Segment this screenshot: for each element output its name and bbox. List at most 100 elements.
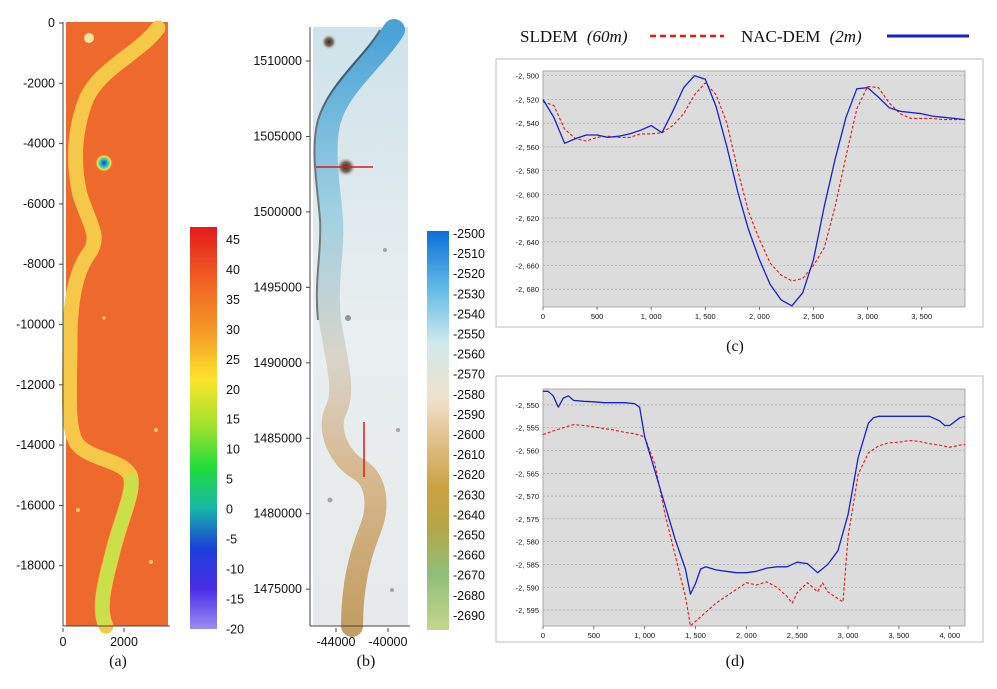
- chart-c-x-tick: 3, 500: [911, 312, 932, 321]
- chart-d-y-tick: -2, 585: [516, 560, 539, 569]
- chart-d-y-tick: -2, 565: [516, 469, 539, 478]
- panel-b-colorbar-tick: -2690: [453, 609, 485, 623]
- legend: SLDEM (60m) NAC-DEM (2m): [520, 27, 969, 46]
- panel-b-colorbar-tick: -2680: [453, 589, 485, 603]
- chart-c: -2, 500 -2, 520 -2, 540 -2, 560 -2, 580 -2, 6…: [516, 72, 966, 321]
- panel-a-colorbar-tick: -5: [226, 533, 237, 547]
- chart-c-x-tick: 0: [541, 312, 545, 321]
- chart-d-x-tick: 3, 500: [888, 631, 909, 640]
- legend-sldem-name: SLDEM: [520, 27, 578, 46]
- panel-a-crater: [95, 154, 113, 172]
- chart-d-x-tick: 500: [588, 631, 601, 640]
- panel-b-y-tick: 1505000: [253, 129, 302, 143]
- panel-b-colorbar-tick: -2580: [453, 388, 485, 402]
- panel-a-colorbar-tick: -20: [226, 622, 244, 636]
- chart-d-plot-area: [542, 388, 966, 627]
- panel-a-crater-small: [76, 508, 80, 512]
- chart-d-x-tick: 1, 000: [634, 631, 655, 640]
- chart-c-x-tick: 2, 000: [749, 312, 770, 321]
- panel-b-colorbar-tick: -2530: [453, 287, 485, 301]
- panel-a-y-tick: -18000: [16, 559, 55, 573]
- panel-a-crater-small: [149, 560, 153, 564]
- panel-b-y-tick: 1490000: [253, 356, 302, 370]
- panel-a-colorbar-tick: 40: [226, 263, 240, 277]
- chart-c-x-tick: 1, 000: [641, 312, 662, 321]
- panel-b-colorbar-tick: -2610: [453, 448, 485, 462]
- chart-d-y-tick: -2, 570: [516, 492, 539, 501]
- panel-b-crater-small: [327, 497, 333, 503]
- chart-c-x-tick: 2, 500: [803, 312, 824, 321]
- panel-a-y-tick: -14000: [16, 438, 55, 452]
- panel-b-colorbar: [427, 231, 449, 630]
- panel-a-y-ticks: 0 -2000 -4000 -6000 -8000 -10000 -12000 -14000 -…: [16, 16, 63, 573]
- chart-d-y-tick: -2, 580: [516, 538, 539, 547]
- panel-b-crater-small: [383, 248, 387, 252]
- chart-c-x-tick: 3, 000: [857, 312, 878, 321]
- chart-c-y-tick: -2, 500: [516, 72, 539, 81]
- panel-b-channel-rim: [313, 29, 381, 321]
- panel-b-caption: (b): [357, 653, 376, 670]
- panel-b-crater-small: [396, 428, 400, 432]
- chart-d-x-tick: 2, 000: [736, 631, 757, 640]
- panel-a-colorbar-ticks: 45 40 35 30 25 20 15 10 5 0 -5 -10 -15 -20: [226, 233, 244, 636]
- panel-a-x-ticks: 0 2000: [60, 628, 138, 649]
- chart-d-series-sldem: [542, 424, 966, 627]
- panel-a-colorbar-tick: 20: [226, 383, 240, 397]
- chart-d-y-tick: -2, 590: [516, 583, 539, 592]
- panel-b-colorbar-tick: -2570: [453, 368, 485, 382]
- chart-d-x-tick: 2, 500: [787, 631, 808, 640]
- chart-c-y-tick: -2, 680: [516, 285, 539, 294]
- panel-a-colorbar-tick: 45: [226, 233, 240, 247]
- panel-b-colorbar-tick: -2620: [453, 468, 485, 482]
- panel-a-crater-small: [102, 316, 106, 320]
- panel-b-colorbar-tick: -2520: [453, 267, 485, 281]
- chart-c-y-tick: -2, 520: [516, 95, 539, 104]
- panel-a-y-tick: -4000: [23, 137, 55, 151]
- panel-a-crater-small: [154, 428, 158, 432]
- panel-b-y-tick: 1475000: [253, 582, 302, 596]
- panel-b-crater-small: [390, 588, 394, 592]
- panel-b-colorbar-tick: -2510: [453, 247, 485, 261]
- chart-c-x-tick: 500: [591, 312, 604, 321]
- chart-d-x-tick: 0: [541, 631, 545, 640]
- legend-nac: NAC-DEM (2m): [741, 27, 862, 46]
- panel-a-colorbar-tick: 5: [226, 473, 233, 487]
- panel-b-channel: [315, 19, 405, 637]
- chart-c-caption: (c): [726, 338, 744, 355]
- panel-a-y-tick: -10000: [16, 318, 55, 332]
- panel-b-crater-small: [345, 315, 351, 321]
- panel-a-colorbar-tick: 15: [226, 413, 240, 427]
- chart-d-y-tick: -2, 550: [516, 401, 539, 410]
- legend-nac-res: (2m): [830, 27, 862, 46]
- chart-d-y-tick: -2, 575: [516, 515, 539, 524]
- chart-d-caption: (d): [726, 653, 745, 670]
- panel-a-colorbar-tick: 0: [226, 503, 233, 517]
- panel-b-colorbar-tick: -2600: [453, 428, 485, 442]
- chart-d-y-tick: -2, 560: [516, 447, 539, 456]
- legend-nac-name: NAC-DEM: [741, 27, 820, 46]
- panel-a-map: [61, 20, 170, 634]
- chart-c-x-tick: 1, 500: [695, 312, 716, 321]
- panel-b-x-tick: -44000: [317, 635, 356, 649]
- panel-a-colorbar-tick: 10: [226, 443, 240, 457]
- panel-b-y-tick: 1500000: [253, 205, 302, 219]
- panel-b-colorbar-ticks: -2500 -2510 -2520 -2530 -2540 -2550 -2560 -2570…: [453, 227, 485, 623]
- panel-b-colorbar-tick: -2540: [453, 307, 485, 321]
- legend-sldem: SLDEM (60m): [520, 27, 628, 46]
- chart-d-x-tick: 1, 500: [685, 631, 706, 640]
- chart-d: -2, 550 -2, 555 -2, 560 -2, 565 -2, 570 -2, 5…: [516, 390, 966, 640]
- chart-d-x-tick: 3, 000: [838, 631, 859, 640]
- panel-b-crater: [321, 34, 337, 50]
- panel-b-colorbar-tick: -2560: [453, 348, 485, 362]
- panel-a-colorbar-tick: 30: [226, 323, 240, 337]
- panel-b-colorbar-tick: -2670: [453, 569, 485, 583]
- chart-c-y-tick: -2, 560: [516, 143, 539, 152]
- panel-b-colorbar-tick: -2550: [453, 328, 485, 342]
- panel-a-y-tick: -8000: [23, 257, 55, 271]
- chart-c-y-tick: -2, 580: [516, 167, 539, 176]
- chart-d-x-tick: 4, 000: [939, 631, 960, 640]
- panel-a-colorbar-tick: 35: [226, 293, 240, 307]
- panel-b-colorbar-tick: -2650: [453, 529, 485, 543]
- chart-d-y-tick: -2, 595: [516, 606, 539, 615]
